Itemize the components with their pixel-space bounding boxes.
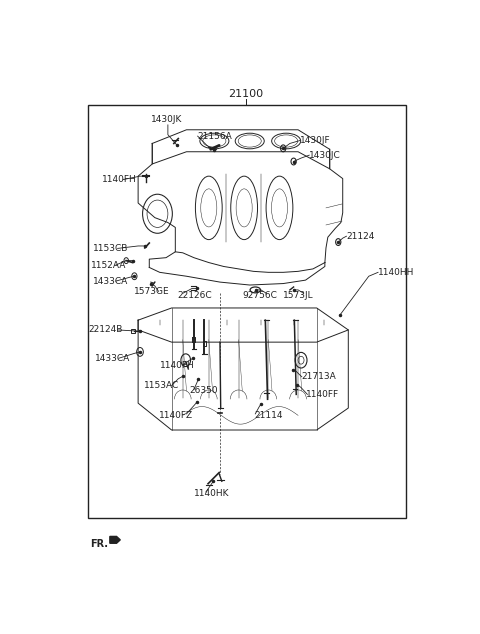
Text: 21124: 21124 <box>347 231 375 241</box>
Text: 1140HH: 1140HH <box>378 268 414 277</box>
Text: 1433CA: 1433CA <box>96 354 131 363</box>
Text: 1140FH: 1140FH <box>160 361 195 370</box>
Text: 1433CA: 1433CA <box>93 276 128 285</box>
Text: FR.: FR. <box>91 539 108 549</box>
Text: 1430JK: 1430JK <box>151 115 182 124</box>
Text: 21713A: 21713A <box>301 372 336 381</box>
Text: 1573GE: 1573GE <box>134 287 170 296</box>
Text: 26350: 26350 <box>190 386 218 395</box>
Text: 1152AA: 1152AA <box>91 261 126 269</box>
Text: 92756C: 92756C <box>242 291 277 301</box>
Text: 1430JF: 1430JF <box>300 136 331 145</box>
Text: 22126C: 22126C <box>177 291 212 301</box>
Bar <box>88 105 406 518</box>
Text: 1140FF: 1140FF <box>305 390 339 399</box>
Text: 1430JC: 1430JC <box>309 151 341 160</box>
FancyArrow shape <box>110 536 120 543</box>
Text: 21100: 21100 <box>228 89 264 99</box>
Text: 1573JL: 1573JL <box>283 291 314 301</box>
Bar <box>132 329 135 333</box>
Text: 1140HK: 1140HK <box>194 489 229 498</box>
Text: 1153AC: 1153AC <box>144 381 179 390</box>
Text: 21156A: 21156A <box>197 132 232 141</box>
Text: 22124B: 22124B <box>88 325 123 334</box>
Text: 21114: 21114 <box>254 411 283 420</box>
Text: 1140FH: 1140FH <box>102 175 136 184</box>
Text: 1153CB: 1153CB <box>93 244 128 253</box>
Text: 1140FZ: 1140FZ <box>158 411 192 420</box>
